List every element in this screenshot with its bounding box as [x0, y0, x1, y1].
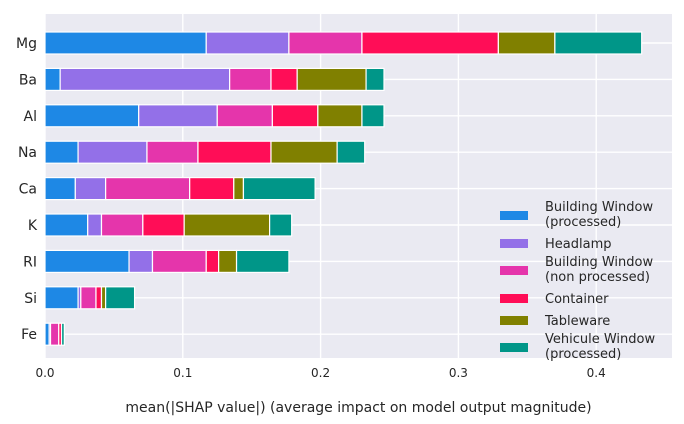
bar-segment-ba-series-0 [44, 67, 61, 92]
x-axis-title: mean(|SHAP value|) (average impact on mo… [125, 400, 591, 416]
x-tick-label: 0.0 [35, 366, 54, 380]
bar-segment-mg-series-1 [205, 31, 290, 55]
x-tick-label: 0.3 [449, 366, 468, 380]
bar-segment-k-series-2 [100, 213, 144, 237]
bar-segment-k-series-5 [269, 213, 293, 237]
bar-segment-al-series-5 [361, 104, 385, 128]
bar-segment-mg-series-5 [554, 31, 643, 55]
legend-swatch [500, 294, 528, 303]
bar-segment-ri-series-1 [128, 249, 154, 273]
category-label-si: Si [24, 291, 37, 307]
bar-stacks [44, 31, 643, 346]
x-tick-label: 0.2 [311, 366, 330, 380]
bar-segment-fe-series-2 [49, 322, 60, 346]
bar-segment-al-series-3 [271, 104, 319, 128]
legend-label: Tableware [544, 314, 610, 329]
bar-segment-ba-series-3 [270, 67, 298, 92]
bar-segment-na-series-5 [336, 140, 366, 164]
bar-segment-si-series-4 [100, 286, 107, 310]
bar-segment-ca-series-4 [233, 177, 245, 201]
bar-segment-ba-series-5 [365, 67, 385, 92]
bar-segment-ca-series-1 [74, 177, 107, 201]
legend-swatch [500, 239, 528, 248]
category-label-mg: Mg [16, 36, 37, 52]
legend-swatch [500, 211, 528, 220]
legend-label: Vehicule Window (processed) [545, 332, 655, 362]
bar-segment-ri-series-3 [205, 249, 220, 273]
category-label-ca: Ca [19, 182, 37, 198]
legend-swatch [500, 266, 528, 275]
bar-segment-k-series-1 [87, 213, 103, 237]
bar-segment-na-series-0 [44, 140, 79, 164]
legend-swatch [500, 343, 528, 352]
bar-segment-ba-series-1 [59, 67, 231, 92]
bar-segment-na-series-2 [146, 140, 199, 164]
bar-segment-ba-series-4 [296, 67, 367, 92]
legend-label: Building Window (processed) [545, 200, 653, 230]
category-label-ri: RI [23, 254, 37, 270]
bar-segment-ca-series-5 [242, 177, 316, 201]
category-label-al: Al [24, 109, 37, 125]
bar-segment-ca-series-3 [189, 177, 235, 201]
bar-segment-al-series-4 [317, 104, 363, 128]
bar-segment-fe-series-5 [60, 322, 65, 346]
bar-segment-si-series-3 [95, 286, 103, 310]
bar-segment-ca-series-0 [44, 177, 76, 201]
category-label-k: K [28, 218, 38, 234]
legend-label: Building Window (non processed) [545, 255, 653, 285]
bar-segment-si-series-0 [44, 286, 79, 310]
bar-segment-ca-series-2 [105, 177, 191, 201]
bar-segment-mg-series-4 [497, 31, 556, 55]
legend: Building Window (processed) Headlamp Buildi… [500, 200, 655, 362]
bar-segment-al-series-0 [44, 104, 140, 128]
category-label-ba: Ba [19, 72, 37, 88]
bar-segment-mg-series-2 [288, 31, 363, 55]
x-tick-labels: 0.0 0.1 0.2 0.3 0.4 [35, 366, 605, 380]
bar-segment-si-series-2 [80, 286, 97, 310]
legend-label: Container [545, 292, 609, 307]
bar-segment-mg-series-3 [361, 31, 499, 55]
bar-segment-k-series-4 [183, 213, 271, 237]
bar-segment-na-series-3 [197, 140, 272, 164]
bar-segment-k-series-3 [142, 213, 185, 237]
bar-segment-na-series-4 [270, 140, 338, 164]
x-tick-label: 0.4 [587, 366, 606, 380]
bar-segment-al-series-2 [216, 104, 273, 128]
bar-segment-na-series-1 [77, 140, 148, 164]
bar-segment-mg-series-0 [44, 31, 207, 55]
bar-segment-ba-series-2 [229, 67, 272, 92]
legend-label: Headlamp [545, 237, 612, 252]
bar-segment-al-series-1 [138, 104, 218, 128]
bar-segment-fe-series-0 [44, 322, 50, 346]
bar-segment-ri-series-0 [44, 249, 130, 273]
legend-swatch [500, 316, 528, 325]
bar-segment-ri-series-5 [235, 249, 290, 273]
category-label-fe: Fe [21, 327, 37, 343]
bar-segment-ri-series-4 [218, 249, 238, 273]
bar-segment-si-series-5 [105, 286, 136, 310]
category-label-na: Na [18, 145, 37, 161]
bar-segment-ri-series-2 [151, 249, 207, 273]
category-labels: Mg Ba Al Na Ca K RI Si Fe [16, 36, 38, 343]
bar-segment-k-series-0 [44, 213, 89, 237]
x-tick-label: 0.1 [173, 366, 192, 380]
